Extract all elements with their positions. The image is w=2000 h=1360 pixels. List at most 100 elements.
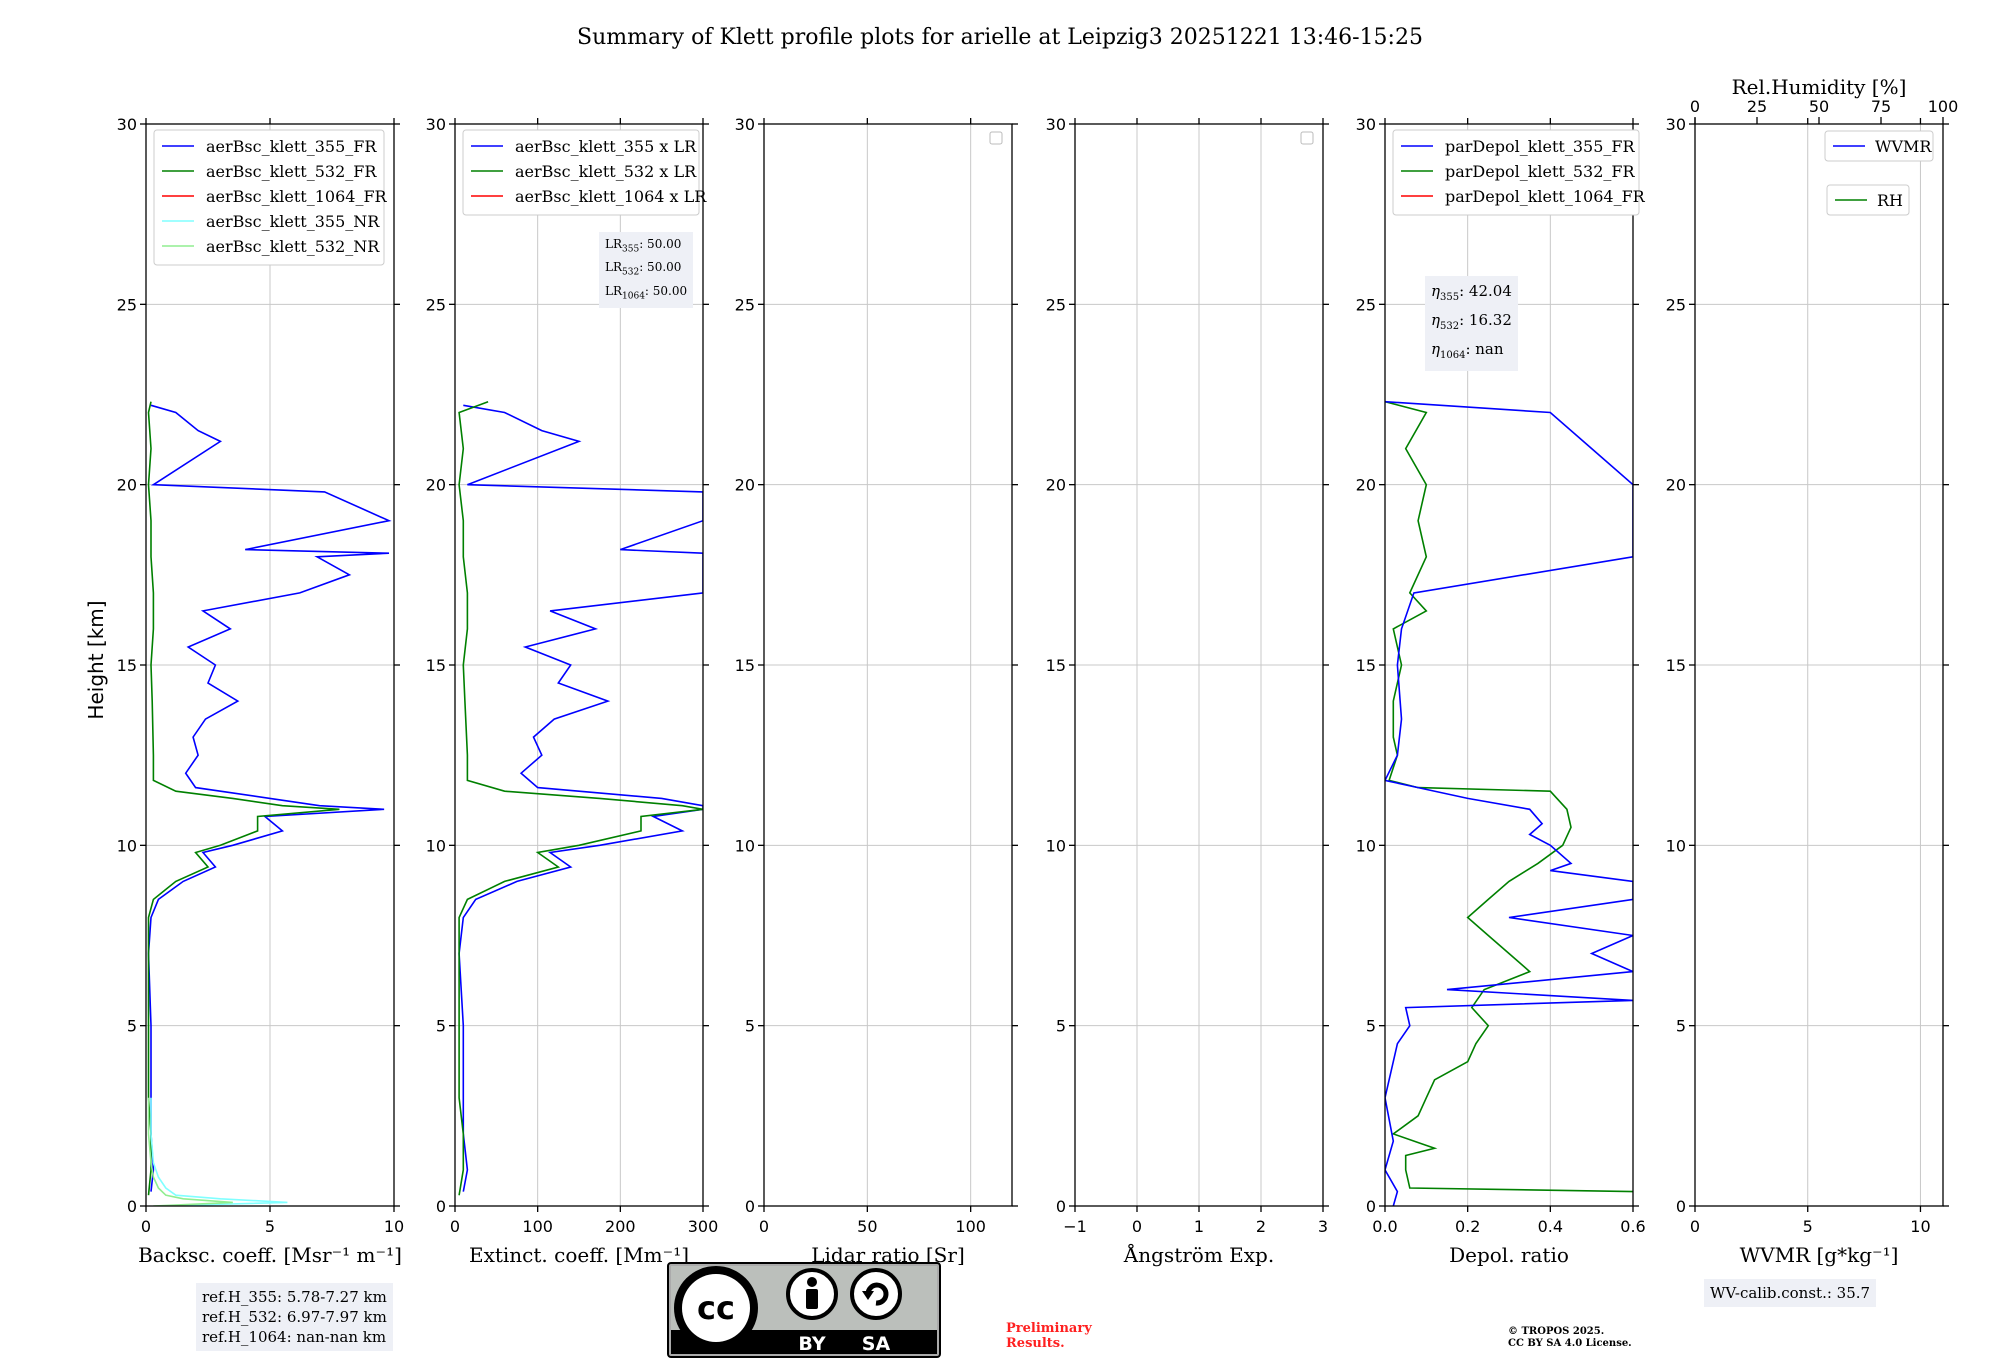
y-tick-label: 15 [117, 656, 137, 675]
x-tick-label: −1 [1063, 1217, 1087, 1236]
y-tick-label: 20 [426, 476, 446, 495]
y-tick-label: 5 [745, 1017, 755, 1036]
x-tick-label: 5 [1803, 1217, 1813, 1236]
refh-532: ref.H_532: 6.97-7.97 km [202, 1308, 387, 1326]
y-tick-label: 10 [1666, 836, 1686, 855]
x-tick-label: 5 [265, 1217, 275, 1236]
x-tick-label: 100 [522, 1217, 553, 1236]
y-tick-label: 25 [735, 295, 755, 314]
legend-entry: RH [1826, 184, 1910, 216]
panel-depol: 0 5 10 15 20 25 30 0.0 0.2 0.4 0.6 Depol. ratio parD… [1356, 115, 1646, 1267]
x-tick-label: 0 [759, 1217, 769, 1236]
x-axis-label: Ångström Exp. [1123, 1242, 1274, 1267]
legend-frame [1826, 184, 1910, 216]
y-axis-label: Height [km] [84, 600, 108, 719]
preliminary-results-note: Preliminary Results. [1006, 1321, 1092, 1351]
y-tick-label: 25 [426, 295, 446, 314]
series-parDepol_klett_532_FR [1385, 400, 1633, 1193]
y-tick-label: 5 [1366, 1017, 1376, 1036]
svg-text:cc: cc [697, 1289, 735, 1327]
attribution-icon [786, 1268, 838, 1320]
series-aerBsc_klett_532_NR [147, 1097, 233, 1206]
top-x-axis-label: Rel.Humidity [%] [1732, 75, 1907, 99]
y-tick-label: 10 [426, 836, 446, 855]
y-tick-label: 30 [1046, 115, 1066, 134]
cc-logo-icon: cc [674, 1266, 758, 1350]
y-tick-label: 30 [117, 115, 137, 134]
series-aerBsc_klett_532 x LR [458, 400, 703, 1196]
figure-title: Summary of Klett profile plots for ariel… [577, 25, 1423, 50]
x-tick-label: 1 [1194, 1217, 1204, 1236]
legend-frame [1392, 129, 1640, 216]
reference-height-box: ref.H_355: 5.78-7.27 km ref.H_532: 6.97-… [196, 1283, 393, 1351]
legend: aerBsc_klett_355_FR aerBsc_klett_532_FRae… [153, 129, 388, 266]
legend-label: aerBsc_klett_532_FR [206, 162, 377, 181]
legend: parDepol_klett_355_FR parDepol_klett_532_… [1392, 129, 1646, 216]
y-tick-label: 0 [1056, 1197, 1066, 1216]
top-x-tick-label: 50 [1809, 97, 1829, 116]
y-tick-label: 5 [1056, 1017, 1066, 1036]
y-tick-label: 15 [1046, 656, 1066, 675]
x-tick-label: 0.4 [1538, 1217, 1563, 1236]
copyright-note: © TROPOS 2025. CC BY SA 4.0 License. [1508, 1326, 1632, 1349]
legend-entry: WVMR [1824, 130, 1934, 162]
y-tick-label: 20 [1356, 476, 1376, 495]
top-x-tick-label: 0 [1690, 97, 1700, 116]
y-tick-label: 25 [117, 295, 137, 314]
y-tick-label: 10 [117, 836, 137, 855]
x-tick-label: 2 [1256, 1217, 1266, 1236]
y-tick-label: 20 [117, 476, 137, 495]
legend: aerBsc_klett_355 x LR aerBsc_klett_532 x … [462, 129, 707, 216]
y-tick-label: 10 [735, 836, 755, 855]
legend-label: aerBsc_klett_532 x LR [515, 162, 697, 181]
legend-label: aerBsc_klett_1064_FR [206, 187, 388, 206]
eta-355: η355: 42.04 [1431, 282, 1512, 303]
legend-frame [153, 129, 385, 266]
y-tick-label: 30 [1666, 115, 1686, 134]
refh-1064: ref.H_1064: nan-nan km [202, 1328, 387, 1346]
y-tick-label: 30 [735, 115, 755, 134]
y-tick-label: 0 [127, 1197, 137, 1216]
x-tick-label: 50 [857, 1217, 877, 1236]
refh-355: ref.H_355: 5.78-7.27 km [202, 1288, 387, 1306]
lr-355: LR355: 50.00 [605, 237, 682, 255]
y-tick-label: 15 [735, 656, 755, 675]
y-tick-label: 10 [1046, 836, 1066, 855]
y-tick-label: 5 [127, 1017, 137, 1036]
y-tick-label: 15 [426, 656, 446, 675]
x-tick-label: 300 [688, 1217, 719, 1236]
y-tick-label: 0 [745, 1197, 755, 1216]
x-axis-label: Backsc. coeff. [Msr⁻¹ m⁻¹] [138, 1243, 402, 1267]
legend-label: parDepol_klett_532_FR [1445, 162, 1636, 181]
lr-1064: LR1064: 50.00 [605, 283, 688, 302]
lr-532: LR532: 50.00 [605, 260, 682, 278]
legend-frame [462, 129, 700, 216]
y-tick-label: 20 [1046, 476, 1066, 495]
x-axis-label: Depol. ratio [1449, 1243, 1569, 1267]
x-tick-label: 0 [1690, 1217, 1700, 1236]
y-tick-label: 15 [1356, 656, 1376, 675]
x-axis-label: WVMR [g*kg⁻¹] [1740, 1243, 1899, 1267]
y-tick-label: 30 [426, 115, 446, 134]
lr-box: LR355: 50.00 LR532: 50.00 LR1064: 50.00 [599, 232, 694, 309]
series-aerBsc_klett_355 x LR [458, 404, 703, 1192]
legend-label: aerBsc_klett_355_NR [206, 212, 380, 231]
panel-backscatter: 0 5 10 15 20 25 30 0 5 10 Backsc. coeff. [Msr⁻¹ m⁻… [117, 115, 405, 1267]
x-tick-label: 0.6 [1620, 1217, 1645, 1236]
series-parDepol_klett_355_FR [1385, 400, 1633, 1206]
badge-sa: SA [862, 1333, 891, 1355]
y-tick-label: 0 [1676, 1197, 1686, 1216]
x-tick-label: 0.2 [1455, 1217, 1480, 1236]
x-tick-label: 0.0 [1372, 1217, 1397, 1236]
top-x-tick-label: 100 [1928, 97, 1959, 116]
empty-legend [989, 131, 1003, 145]
series-aerBsc_klett_532_FR [147, 401, 340, 1196]
eta-1064: η1064: nan [1431, 340, 1504, 361]
series-aerBsc_klett_355_NR [150, 1097, 288, 1206]
